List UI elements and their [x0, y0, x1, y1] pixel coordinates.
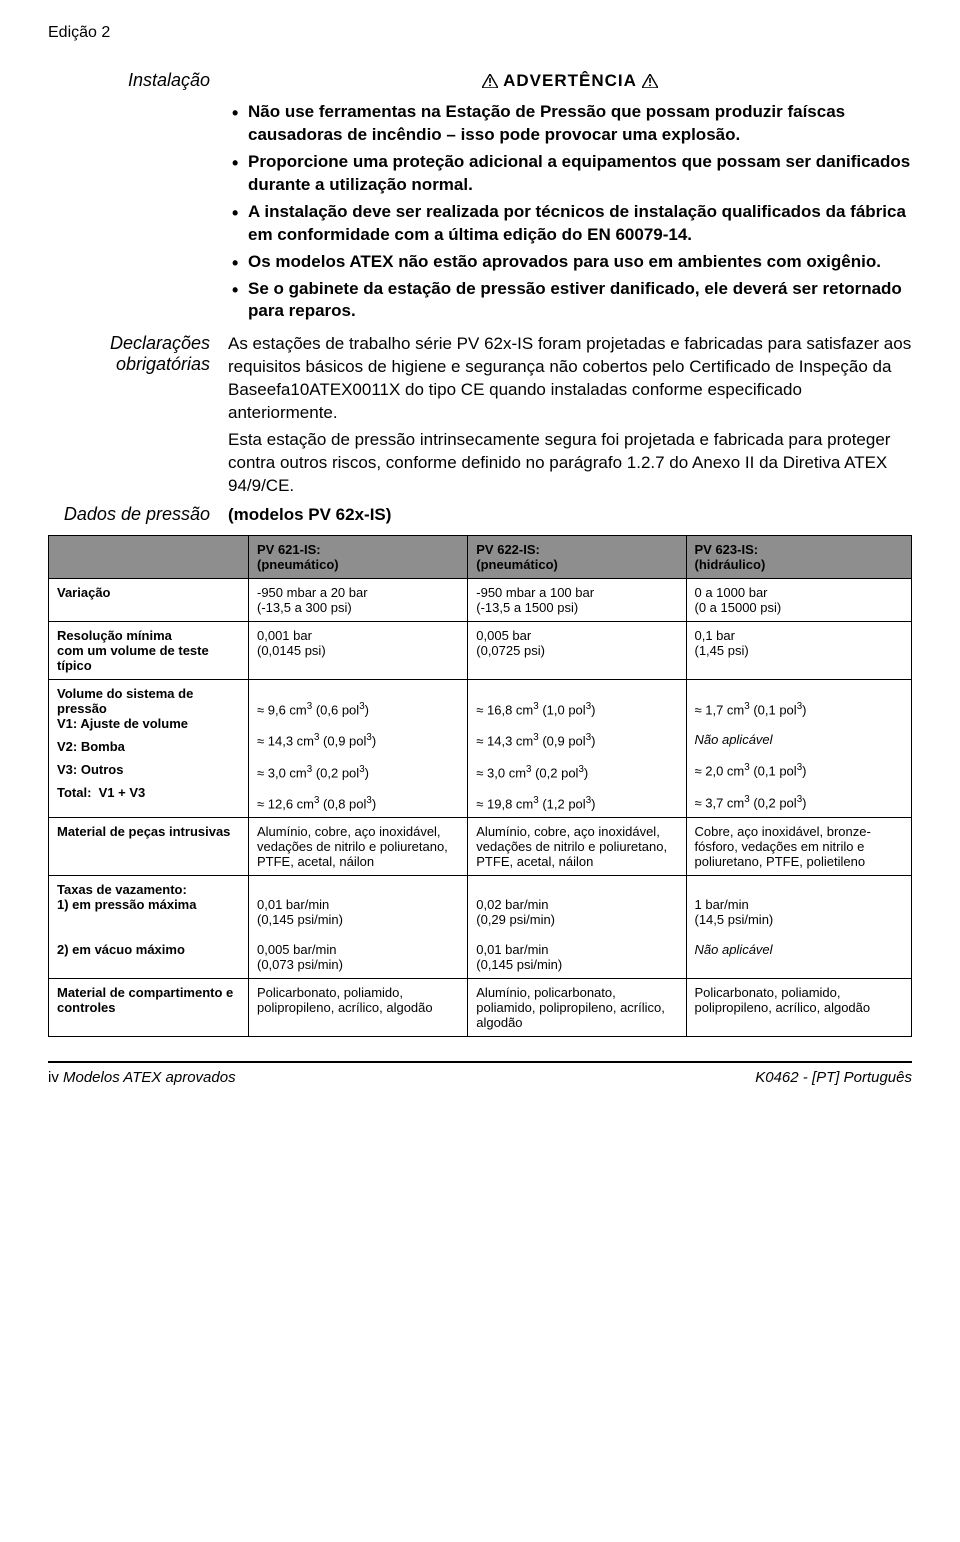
declaracoes-para1: As estações de trabalho série PV 62x-IS …	[228, 333, 912, 425]
table-cell: Policarbonato, poliamido, polipropileno,…	[686, 979, 912, 1037]
bullet-item: Proporcione uma proteção adicional a equ…	[228, 151, 912, 197]
footer-left: iv Modelos ATEX aprovados	[48, 1069, 236, 1086]
content-dados: (modelos PV 62x-IS)	[228, 504, 912, 527]
col-pv623: PV 623-IS: (hidráulico)	[686, 535, 912, 578]
dados-subheading: (modelos PV 62x-IS)	[228, 505, 391, 524]
row-head: Material de compartimento e controles	[49, 979, 249, 1037]
label-instalacao: Instalação	[48, 70, 228, 327]
bullet-item: Se o gabinete da estação de pressão esti…	[228, 278, 912, 324]
table-cell: -950 mbar a 100 bar(-13,5 a 1500 psi)	[468, 578, 686, 621]
label-dados: Dados de pressão	[48, 504, 228, 527]
table-cell: 0,01 bar/min(0,145 psi/min) 0,005 bar/mi…	[249, 876, 468, 979]
table-row: Material de peças intrusivasAlumínio, co…	[49, 818, 912, 876]
row-head: Volume do sistema de pressãoV1: Ajuste d…	[49, 679, 249, 817]
table-row: Taxas de vazamento:1) em pressão máxima …	[49, 876, 912, 979]
declaracoes-para2: Esta estação de pressão intrinsecamente …	[228, 429, 912, 498]
content-declaracoes: As estações de trabalho série PV 62x-IS …	[228, 333, 912, 498]
row-head: Material de peças intrusivas	[49, 818, 249, 876]
row-head: Variação	[49, 578, 249, 621]
bullet-item: Os modelos ATEX não estão aprovados para…	[228, 251, 912, 274]
section-declaracoes: Declarações obrigatórias As estações de …	[48, 333, 912, 498]
bullet-item: A instalação deve ser realizada por técn…	[228, 201, 912, 247]
label-declaracoes: Declarações obrigatórias	[48, 333, 228, 498]
warning-word: ADVERTÊNCIA	[503, 71, 636, 90]
table-cell: Alumínio, cobre, aço inoxidável, vedaçõe…	[249, 818, 468, 876]
table-row: Resolução mínimacom um volume de teste t…	[49, 621, 912, 679]
content-instalacao: ADVERTÊNCIA Não use ferramentas na Estaç…	[228, 70, 912, 327]
table-row: Material de compartimento e controlesPol…	[49, 979, 912, 1037]
col-pv621: PV 621-IS: (pneumático)	[249, 535, 468, 578]
table-cell: Alumínio, cobre, aço inoxidável, vedaçõe…	[468, 818, 686, 876]
col-empty	[49, 535, 249, 578]
table-body: Variação-950 mbar a 20 bar(-13,5 a 300 p…	[49, 578, 912, 1036]
row-head: Resolução mínimacom um volume de teste t…	[49, 621, 249, 679]
table-cell: Cobre, aço inoxidável, bronze-fósforo, v…	[686, 818, 912, 876]
table-cell: ≈ 9,6 cm3 (0,6 pol3) ≈ 14,3 cm3 (0,9 pol…	[249, 679, 468, 817]
footer-page-num: iv	[48, 1069, 63, 1086]
table-cell: 0,001 bar(0,0145 psi)	[249, 621, 468, 679]
table-cell: 1 bar/min(14,5 psi/min) Não aplicável	[686, 876, 912, 979]
row-head: Taxas de vazamento:1) em pressão máxima …	[49, 876, 249, 979]
table-row: Volume do sistema de pressãoV1: Ajuste d…	[49, 679, 912, 817]
table-cell: Policarbonato, poliamido, polipropileno,…	[249, 979, 468, 1037]
warning-heading: ADVERTÊNCIA	[228, 70, 912, 93]
page-edition: Edição 2	[48, 24, 912, 42]
warning-bullets: Não use ferramentas na Estação de Pressã…	[228, 101, 912, 323]
table-cell: 0,1 bar(1,45 psi)	[686, 621, 912, 679]
warning-icon	[482, 74, 498, 88]
section-instalacao: Instalação ADVERTÊNCIA Não use ferrament…	[48, 70, 912, 327]
table-cell: -950 mbar a 20 bar(-13,5 a 300 psi)	[249, 578, 468, 621]
warning-icon	[642, 74, 658, 88]
table-cell: 0,005 bar(0,0725 psi)	[468, 621, 686, 679]
table-row: Variação-950 mbar a 20 bar(-13,5 a 300 p…	[49, 578, 912, 621]
table-cell: 0,02 bar/min(0,29 psi/min) 0,01 bar/min(…	[468, 876, 686, 979]
bullet-item: Não use ferramentas na Estação de Pressã…	[228, 101, 912, 147]
table-cell: 0 a 1000 bar(0 a 15000 psi)	[686, 578, 912, 621]
table-cell: ≈ 16,8 cm3 (1,0 pol3) ≈ 14,3 cm3 (0,9 po…	[468, 679, 686, 817]
section-dados: Dados de pressão (modelos PV 62x-IS)	[48, 504, 912, 527]
col-pv622: PV 622-IS: (pneumático)	[468, 535, 686, 578]
table-cell: ≈ 1,7 cm3 (0,1 pol3) Não aplicável ≈ 2,0…	[686, 679, 912, 817]
pressure-data-table: PV 621-IS: (pneumático) PV 622-IS: (pneu…	[48, 535, 912, 1037]
footer-right: K0462 - [PT] Português	[755, 1069, 912, 1086]
table-header-row: PV 621-IS: (pneumático) PV 622-IS: (pneu…	[49, 535, 912, 578]
page-footer: iv Modelos ATEX aprovados K0462 - [PT] P…	[48, 1061, 912, 1086]
table-cell: Alumínio, policarbonato, poliamido, poli…	[468, 979, 686, 1037]
